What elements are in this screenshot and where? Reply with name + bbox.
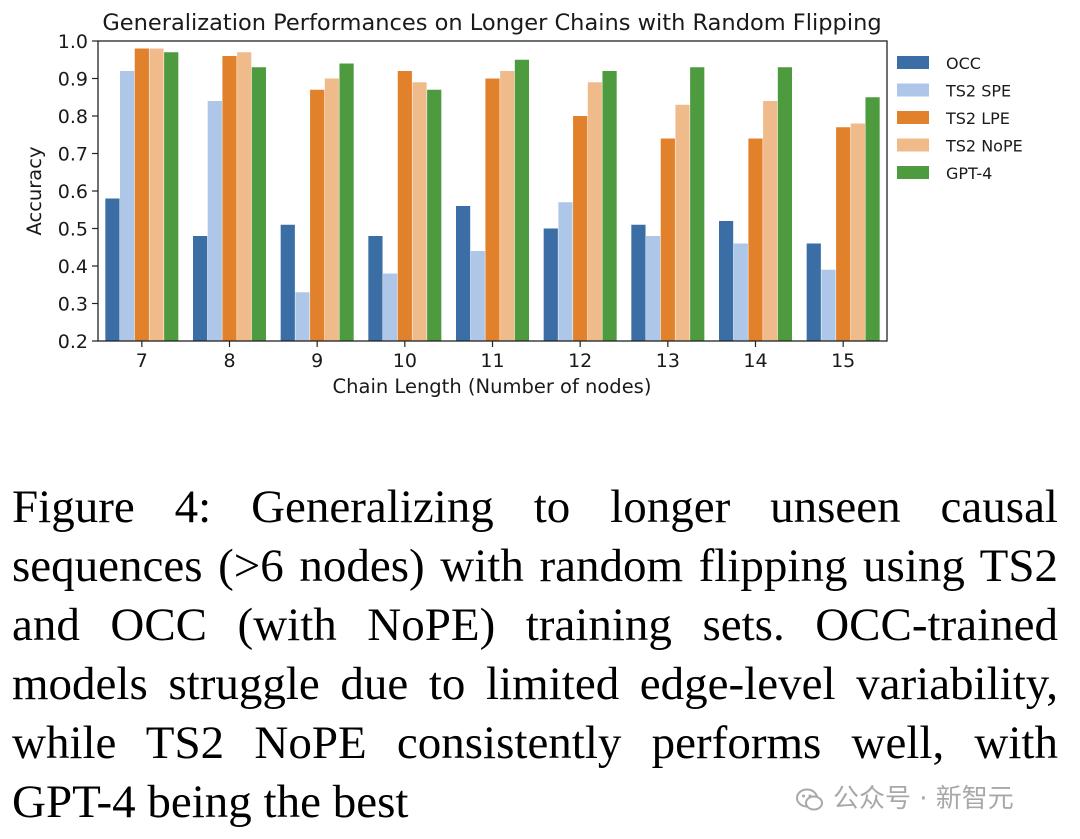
x-tick-label: 10: [393, 350, 417, 372]
legend-swatch: [897, 56, 929, 69]
chart-title: Generalization Performances on Longer Ch…: [102, 10, 881, 36]
bar-ts2-lpe-11: [485, 78, 500, 341]
bar-ts2-lpe-7: [134, 48, 149, 341]
bar-occ-14: [719, 221, 734, 341]
bar-occ-8: [193, 236, 208, 341]
x-axis: 7 8 9 10 11 12 13 14 15: [136, 341, 855, 372]
legend-label: GPT-4: [946, 164, 992, 183]
bar-ts2-lpe-13: [660, 138, 675, 341]
x-tick-label: 12: [568, 350, 592, 372]
bar-occ-12: [543, 228, 558, 341]
bar-ts2-spe-12: [558, 202, 573, 341]
bar-ts2-nope-7: [149, 48, 164, 341]
y-tick-label: 0.5: [58, 219, 88, 241]
bar-ts2-spe-8: [207, 101, 222, 341]
bar-ts2-nope-11: [500, 71, 515, 341]
bar-ts2-spe-13: [646, 236, 661, 341]
bar-occ-7: [105, 198, 120, 341]
figure-caption: Figure 4: Generalizing to longer unseen …: [12, 481, 1058, 828]
y-tick-label: 1.0: [58, 31, 88, 53]
bar-ts2-nope-9: [324, 78, 339, 341]
bar-ts2-nope-14: [763, 101, 778, 341]
y-tick-label: 0.6: [58, 181, 88, 203]
bar-occ-15: [806, 243, 821, 341]
y-tick-label: 0.9: [58, 69, 88, 91]
bar-ts2-lpe-12: [573, 116, 588, 341]
bar-gpt-4-9: [339, 63, 354, 341]
bar-ts2-lpe-15: [836, 127, 851, 341]
bar-ts2-nope-15: [850, 123, 865, 341]
bar-gpt-4-15: [865, 97, 880, 341]
bar-ts2-nope-10: [412, 82, 427, 341]
bar-gpt-4-14: [777, 67, 792, 341]
x-tick-label: 13: [656, 350, 680, 372]
y-axis-label: Accuracy: [23, 146, 46, 235]
bar-ts2-spe-14: [733, 243, 748, 341]
y-tick-label: 0.4: [58, 256, 88, 278]
bar-ts2-nope-13: [675, 104, 690, 341]
legend-label: OCC: [946, 54, 981, 73]
legend-label: TS2 LPE: [945, 109, 1010, 128]
x-tick-label: 8: [223, 350, 235, 372]
bar-ts2-nope-12: [587, 82, 602, 341]
bar-gpt-4-10: [427, 89, 442, 341]
bar-occ-9: [280, 224, 295, 341]
bar-occ-11: [456, 206, 471, 341]
x-tick-label: 14: [743, 350, 767, 372]
bar-ts2-lpe-9: [310, 89, 325, 341]
bar-gpt-4-8: [251, 67, 266, 341]
bars: [105, 48, 880, 341]
bar-ts2-spe-15: [821, 269, 836, 341]
wechat-icon: [796, 788, 823, 810]
y-tick-label: 0.7: [58, 144, 88, 166]
x-tick-label: 11: [480, 350, 504, 372]
bar-ts2-lpe-8: [222, 56, 237, 341]
bar-gpt-4-13: [690, 67, 705, 341]
bar-ts2-lpe-10: [397, 71, 412, 341]
bar-gpt-4-12: [602, 71, 617, 341]
watermark: 公众号 · 新智元: [795, 778, 1060, 818]
legend-swatch: [897, 138, 929, 152]
bar-ts2-spe-10: [383, 273, 398, 341]
y-axis: 0.2 0.3 0.4 0.5 0.6 0.7 0.8 0.9 1.0: [58, 31, 98, 353]
legend: OCC TS2 SPE TS2 LPE TS2 NoPE GPT-4: [897, 54, 1023, 183]
bar-ts2-spe-7: [120, 71, 135, 341]
legend-swatch: [897, 83, 929, 97]
y-tick-label: 0.3: [58, 294, 88, 316]
bar-gpt-4-7: [164, 52, 179, 341]
x-tick-label: 9: [311, 350, 323, 372]
x-axis-label: Chain Length (Number of nodes): [333, 375, 652, 398]
bar-ts2-spe-9: [295, 292, 310, 341]
x-tick-label: 15: [831, 350, 855, 372]
legend-label: TS2 NoPE: [945, 137, 1023, 156]
bar-ts2-nope-8: [237, 52, 252, 341]
y-tick-label: 0.2: [58, 331, 88, 353]
bar-gpt-4-11: [514, 59, 529, 341]
plot-frame: [97, 40, 888, 342]
bar-ts2-lpe-14: [748, 138, 763, 341]
legend-swatch: [897, 166, 929, 179]
y-tick-label: 0.8: [58, 106, 88, 128]
x-tick-label: 7: [136, 350, 148, 372]
bar-chart: Generalization Performances on Longer Ch…: [23, 10, 1023, 398]
bar-occ-13: [631, 224, 646, 341]
bar-ts2-spe-11: [470, 251, 485, 341]
watermark-text: 公众号 · 新智元: [833, 784, 1014, 814]
legend-swatch: [897, 111, 929, 124]
bar-occ-10: [368, 236, 383, 341]
legend-label: TS2 SPE: [945, 82, 1011, 101]
